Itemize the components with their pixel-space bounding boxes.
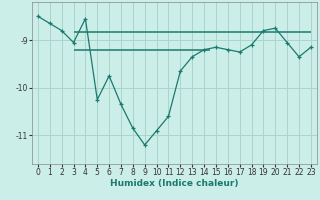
X-axis label: Humidex (Indice chaleur): Humidex (Indice chaleur)	[110, 179, 239, 188]
